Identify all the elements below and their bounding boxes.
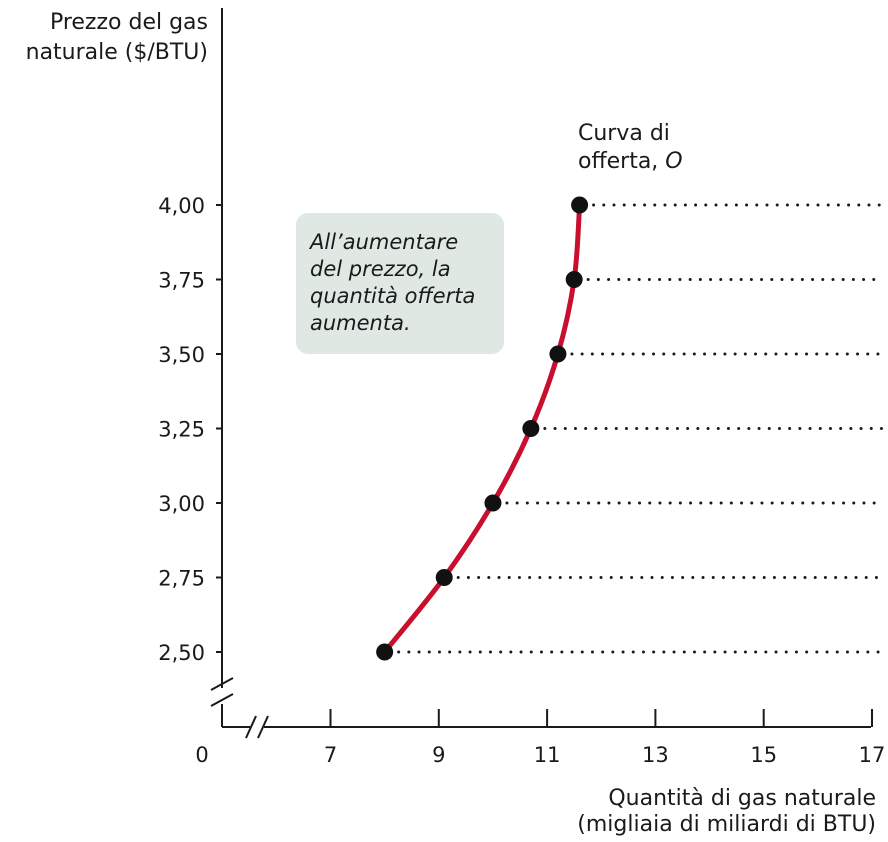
supply-curve-label-line-1: Curva di	[578, 121, 670, 146]
annotation-line-3: quantità offerta	[310, 284, 476, 308]
data-point-2	[484, 494, 502, 512]
x-axis-break-mark-1	[245, 715, 257, 739]
x-tick-label-2: 9	[432, 743, 445, 767]
x-tick-label-5: 15	[750, 743, 777, 767]
x-axis-break-mark-2	[257, 715, 269, 739]
supply-curve-label-line-2: offerta, O	[578, 148, 683, 176]
data-point-5	[565, 271, 583, 288]
x-axis-label-line-2: (migliaia di miliardi di BTU)	[577, 812, 876, 837]
x-tick-label-4: 13	[642, 743, 669, 767]
y-tick-label-5: 3,75	[158, 269, 205, 293]
x-tick-label-3: 11	[534, 743, 561, 767]
y-axis-break-mark-1	[210, 677, 234, 691]
y-tick-label-3: 3,25	[158, 418, 205, 442]
y-tick-label-2: 3,00	[158, 492, 205, 516]
y-tick-label-0: 2,50	[158, 641, 205, 665]
annotation-line-1: All’aumentare	[310, 230, 459, 254]
x-axis-label: Quantità di gas naturale (migliaia di mi…	[577, 786, 876, 838]
data-point-3	[522, 420, 540, 437]
data-point-1	[435, 569, 453, 586]
supply-curve-symbol: O	[665, 149, 683, 174]
data-point-6	[571, 196, 589, 214]
x-tick-label-1: 7	[324, 743, 337, 767]
y-tick-label-6: 4,00	[158, 194, 205, 218]
y-axis-label-line-2: naturale ($/BTU)	[25, 40, 208, 65]
annotation-line-4: aumenta.	[310, 311, 411, 335]
y-axis-label-line-1: Prezzo del gas	[49, 10, 208, 35]
x-tick-label-0: 0	[195, 743, 208, 767]
data-point-0	[376, 643, 394, 661]
annotation-line-2: del prezzo, la	[310, 257, 451, 281]
x-axis-label-line-1: Quantità di gas naturale	[608, 786, 876, 811]
x-tick-label-6: 17	[859, 743, 886, 767]
y-axis-break-mark-2	[210, 693, 234, 707]
data-point-4	[549, 345, 567, 363]
supply-curve-label: Curva di offerta, O	[578, 120, 683, 176]
y-axis-label: Prezzo del gas naturale ($/BTU)	[26, 8, 208, 68]
supply-curve-label-text: offerta,	[578, 149, 666, 174]
y-tick-label-4: 3,50	[158, 343, 205, 367]
annotation-callout: All’aumentare del prezzo, la quantità of…	[296, 213, 504, 354]
y-tick-label-1: 2,75	[158, 567, 205, 591]
